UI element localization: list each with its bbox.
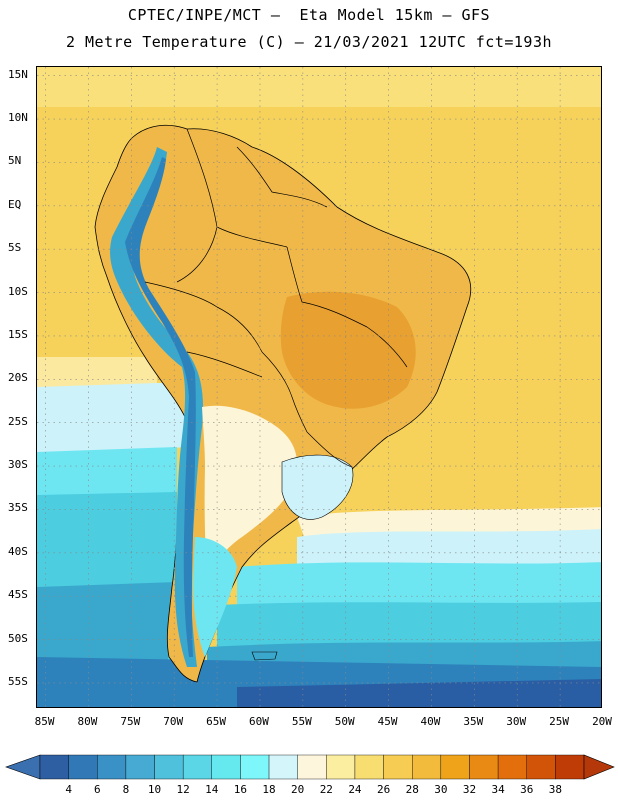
ocean-south-cold-1-east	[237, 562, 601, 607]
chart-title-line-2: 2 Metre Temperature (C) – 21/03/2021 12U…	[65, 33, 553, 51]
legend-color-swatch	[240, 754, 270, 780]
legend-color-swatch	[383, 754, 413, 780]
legend-label: 6	[93, 783, 101, 796]
longitude-label: 35W	[463, 715, 484, 728]
longitude-label: 75W	[120, 715, 141, 728]
legend-color-swatch	[297, 754, 327, 780]
legend-color-swatch	[97, 754, 127, 780]
ocean-south-cool-2	[297, 529, 601, 572]
latitude-label: 45S	[8, 588, 28, 602]
legend-label: 38	[548, 783, 562, 796]
legend-color-swatch	[211, 754, 241, 780]
legend-color-swatch	[526, 754, 556, 780]
legend-label: 14	[205, 783, 219, 796]
latitude-label: 50S	[8, 631, 28, 645]
legend-label: 10	[147, 783, 162, 796]
latitude-label: EQ	[8, 197, 22, 211]
ocean-south-cold-3	[37, 582, 177, 667]
longitude-label: 45W	[377, 715, 398, 728]
southern-cone-cool-region	[202, 405, 297, 577]
ocean-south-cool-band	[37, 382, 187, 457]
color-scale-legend	[5, 754, 615, 780]
latitude-label: 5N	[8, 154, 22, 168]
latitude-label: 15N	[8, 67, 28, 81]
legend-under-arrow	[5, 754, 41, 780]
legend-label: 18	[262, 783, 276, 796]
latitude-label: 25S	[8, 414, 28, 428]
legend-label: 34	[491, 783, 505, 796]
latitude-label: 10N	[8, 111, 28, 125]
legend-color-swatch	[469, 754, 499, 780]
legend-color-swatch	[326, 754, 356, 780]
chart-title-line-1: CPTEC/INPE/MCT – Eta Model 15km – GFS	[127, 6, 491, 24]
andes-cold-core	[125, 157, 196, 657]
legend-color-swatch	[440, 754, 470, 780]
latitude-label: 40S	[8, 544, 28, 558]
longitude-label: 50W	[334, 715, 355, 728]
longitude-label: 70W	[163, 715, 184, 728]
legend-label: 28	[405, 783, 419, 796]
legend-color-swatch	[39, 754, 69, 780]
legend-color-swatch	[354, 754, 384, 780]
map-canvas	[37, 67, 601, 707]
longitude-label: 25W	[549, 715, 570, 728]
longitude-label: 55W	[291, 715, 312, 728]
legend-label: 12	[176, 783, 190, 796]
legend-color-swatch	[154, 754, 184, 780]
temperature-map	[36, 66, 602, 708]
longitude-label: 85W	[34, 715, 55, 728]
longitude-label: 20W	[592, 715, 612, 728]
legend-color-swatch	[268, 754, 298, 780]
longitude-label: 80W	[77, 715, 98, 728]
latitude-label: 10S	[8, 284, 28, 298]
legend-label: 20	[291, 783, 305, 796]
longitude-label: 40W	[420, 715, 441, 728]
legend-label: 22	[319, 783, 333, 796]
legend-color-swatch	[125, 754, 155, 780]
ocean-south-cold-1	[37, 447, 177, 497]
legend-label: 4	[65, 783, 72, 796]
legend-label: 8	[122, 783, 130, 796]
legend-label: 24	[348, 783, 362, 796]
legend-color-swatch	[555, 754, 585, 780]
legend-over-arrow	[583, 754, 615, 780]
ocean-south-cold-5	[237, 679, 601, 707]
falkland-islands	[251, 651, 278, 661]
legend-label: 16	[233, 783, 248, 796]
lat-lon-graticule	[37, 67, 601, 707]
legend-color-swatch	[182, 754, 212, 780]
legend-color-swatch	[412, 754, 442, 780]
legend-label: 30	[434, 783, 448, 796]
longitude-label: 60W	[249, 715, 269, 728]
legend-color-swatch	[497, 754, 527, 780]
latitude-label: 35S	[8, 501, 28, 515]
legend-label: 32	[462, 783, 477, 796]
latitude-label: 55S	[8, 674, 28, 688]
latitude-label: 20S	[8, 371, 28, 385]
legend-label: 36	[520, 783, 534, 796]
latitude-label: 5S	[8, 241, 22, 255]
latitude-label: 15S	[8, 327, 28, 341]
uruguay-cool-region	[281, 454, 354, 520]
latitude-label: 30S	[8, 458, 28, 472]
brazil-hot-region	[280, 291, 416, 409]
ocean-northern-mild-band	[37, 67, 601, 107]
legend-label: 26	[376, 783, 391, 796]
longitude-label: 65W	[206, 715, 227, 728]
andes-cold-ridge	[110, 147, 204, 667]
legend-color-swatch	[68, 754, 98, 780]
patagonia-cold-region	[192, 537, 237, 657]
longitude-label: 30W	[506, 715, 527, 728]
